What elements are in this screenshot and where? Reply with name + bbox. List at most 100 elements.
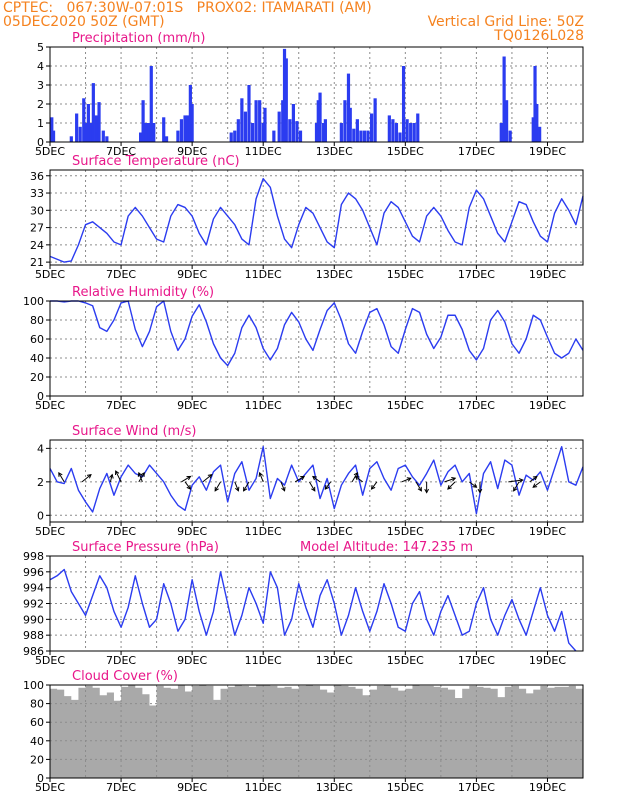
x-tick-label: 11DEC [245, 399, 282, 412]
precip-bar [316, 100, 320, 142]
panel-title-5: Cloud Cover (%) [72, 669, 178, 684]
precip-bar [91, 83, 95, 142]
panel-frame [49, 300, 584, 397]
header-line2-left: 05DEC2020 50Z (GMT) [3, 14, 165, 30]
precip-bar [339, 123, 343, 142]
series-line [49, 177, 584, 263]
precip-bar [295, 121, 299, 142]
panel-subtitle-4: Model Altitude: 147.235 m [300, 540, 473, 555]
wind-arrow [401, 477, 411, 483]
series-line [50, 300, 584, 367]
panel-2 [46, 300, 584, 400]
wind-arrow [447, 481, 456, 490]
wind-arrow-head [354, 475, 360, 481]
x-tick-label: 13DEC [316, 781, 353, 794]
x-tick-label: 11DEC [245, 268, 282, 281]
precip-bar [190, 104, 194, 142]
series-line [49, 445, 584, 515]
precip-bar [82, 98, 86, 142]
y-tick-label: 2 [37, 98, 44, 111]
precip-bar [105, 136, 109, 142]
precip-bar [258, 100, 262, 142]
x-tick-label: 15DEC [387, 654, 424, 667]
precip-bar [50, 117, 54, 142]
header-line3-right: TQ0126L028 [494, 28, 584, 44]
wind-arrow-head [300, 475, 306, 481]
precip-bar [78, 126, 82, 142]
x-tick-label: 15DEC [387, 268, 424, 281]
precip-bar [505, 100, 509, 142]
wind-arrow [294, 476, 305, 483]
x-tick-label: 13DEC [316, 268, 353, 281]
precip-bar [346, 73, 351, 142]
precip-bar [323, 119, 327, 142]
x-tick-label: 17DEC [458, 654, 495, 667]
x-tick-label: 5DEC [35, 525, 65, 538]
precip-bar [164, 136, 169, 142]
x-tick-label: 7DEC [106, 654, 136, 667]
y-tick-label: 80 [30, 698, 44, 711]
precip-bar [284, 58, 288, 142]
precip-bar [298, 130, 303, 142]
precip-bar [236, 119, 240, 142]
precip-bar [263, 107, 267, 142]
x-tick-label: 13DEC [316, 525, 353, 538]
panel-frame [49, 684, 584, 779]
y-tick-label: 40 [30, 352, 44, 365]
wind-arrow-head [532, 483, 538, 488]
wind-arrow-head [513, 486, 518, 492]
precip-bar [75, 113, 79, 142]
precip-bar [141, 100, 145, 142]
precip-bar [366, 130, 370, 142]
panel-4 [46, 555, 584, 655]
precip-bar [139, 132, 143, 142]
precip-bar [152, 123, 156, 142]
precip-bar [373, 98, 377, 142]
wind-arrow [312, 476, 321, 483]
wind-arrow-head [207, 473, 213, 479]
wind-arrow-head [214, 486, 219, 492]
precip-bar [409, 123, 413, 142]
x-tick-label: 17DEC [458, 399, 495, 412]
y-tick-label: 60 [30, 333, 44, 346]
precip-bar [233, 130, 237, 142]
wind-arrow [355, 476, 363, 483]
precip-bar [322, 123, 326, 142]
wind-arrow-head [58, 471, 63, 477]
wind-arrow-head [109, 473, 114, 479]
wind-arrow [308, 481, 316, 492]
precip-bar [243, 111, 248, 142]
x-tick-label: 15DEC [387, 399, 424, 412]
panel-frame [49, 46, 584, 143]
wind-arrow [513, 481, 520, 492]
wind-arrow-head [532, 475, 538, 481]
x-tick-label: 17DEC [458, 268, 495, 281]
header-line1-left: CPTEC: 067:30W-07:01S PROX02: ITAMARATI … [3, 0, 372, 16]
precip-bar [355, 119, 359, 142]
wind-arrow [351, 472, 358, 483]
wind-arrow [115, 470, 122, 483]
y-tick-label: 36 [30, 170, 44, 183]
panel-0 [46, 46, 584, 146]
y-tick-label: 0 [37, 390, 44, 403]
panel-3 [46, 439, 584, 526]
wind-arrow-head [417, 486, 422, 492]
x-tick-label: 19DEC [529, 145, 566, 158]
x-tick-label: 15DEC [387, 781, 424, 794]
precip-bar [288, 119, 292, 142]
x-tick-label: 17DEC [458, 145, 495, 158]
wind-arrow-head [243, 486, 248, 492]
y-tick-label: 4 [37, 442, 44, 455]
y-tick-label: 1 [37, 117, 44, 130]
x-tick-label: 9DEC [177, 525, 207, 538]
wind-arrow-head [115, 470, 120, 476]
precip-bar [314, 123, 319, 142]
y-tick-label: 21 [30, 256, 44, 269]
precip-bar [348, 107, 352, 142]
precip-bar [352, 128, 356, 142]
x-tick-label: 19DEC [529, 268, 566, 281]
x-tick-label: 5DEC [35, 399, 65, 412]
wind-arrow [371, 481, 378, 490]
panel-frame [49, 439, 584, 523]
